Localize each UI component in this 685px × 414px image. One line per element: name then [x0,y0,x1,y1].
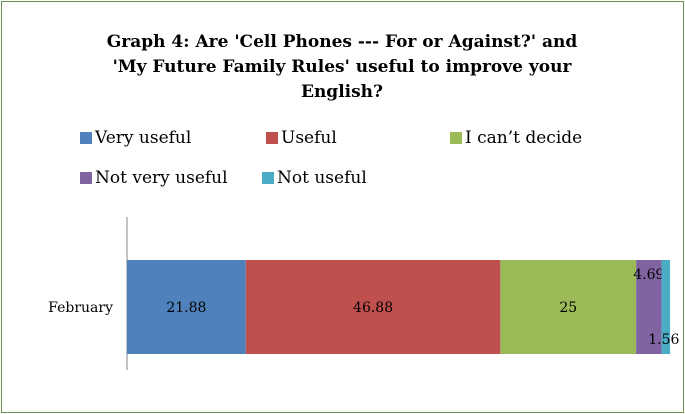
data-label: 4.69 [633,267,664,283]
legend-swatch [80,172,92,184]
legend-label: Not very useful [95,168,228,188]
legend-label: Very useful [95,128,192,148]
bar-segment [245,260,501,354]
legend-item-not-very-useful: Not very useful [80,168,228,188]
legend-item-very-useful: Very useful [80,128,191,148]
bar-segment [661,260,671,354]
data-label: 46.88 [353,300,393,316]
chart-title-line: Graph 4: Are 'Cell Phones --- For or Aga… [106,32,578,52]
legend-swatch [266,132,278,144]
legend-label: Not useful [277,168,367,188]
bar-segment [500,260,637,354]
legend-label: I can’t decide [465,128,583,148]
category-label: February [48,300,113,316]
legend-swatch [80,132,92,144]
legend-swatch [450,132,462,144]
legend-item-useful: Useful [266,128,337,148]
data-label: 21.88 [166,300,206,316]
legend-item-not-useful: Not useful [262,168,367,188]
data-label: 25 [559,300,577,316]
chart-title-line: 'My Future Family Rules' useful to impro… [112,57,572,77]
chart-title-line: English? [300,82,383,102]
data-label: 1.56 [648,332,679,348]
legend-label: Useful [281,128,337,148]
legend-swatch [262,172,274,184]
chart-title: Graph 4: Are 'Cell Phones --- For or Aga… [42,30,642,105]
bar-segment [636,260,662,354]
legend-item-i-cant-decide: I can’t decide [450,128,582,148]
bar-segment [127,260,246,354]
